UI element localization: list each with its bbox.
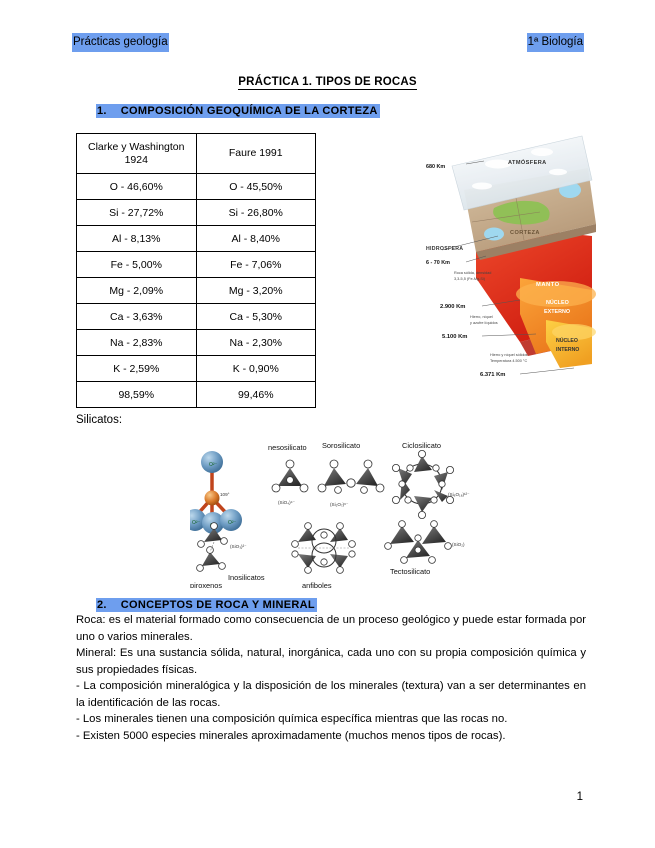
earth-note-inner-2: Temperatura 4.500 °C xyxy=(490,359,527,363)
composition-table: Clarke y Washington 1924 Faure 1991 O - … xyxy=(76,133,316,408)
earth-note-inner-1: Hierro y níquel sólidos xyxy=(490,353,528,357)
earth-note-mantle-2: 3,3-5,5 (Fe-Mg-Si) xyxy=(454,277,486,281)
formula-ciclosilicato: (Si₆O₁₈)¹²⁻ xyxy=(448,492,470,497)
sio4-ball-stick-model: O²⁻ O²⁻ O²⁻ O²⁻ 109° xyxy=(190,451,242,534)
page-number: 1 xyxy=(576,791,583,803)
earth-depth-2900: 2.900 Km xyxy=(440,304,465,310)
table-row: Mg - 2,09% Mg - 3,20% xyxy=(76,277,316,304)
formula-sorosilicato: (Si₂O₇)⁶⁻ xyxy=(330,502,349,507)
header-right-text: 1ª Biología xyxy=(526,33,584,52)
formula-nesosilicato: (SiO₄)⁴⁻ xyxy=(278,500,296,505)
cell-clarke-k: K - 2,59% xyxy=(76,355,197,382)
cell-faure-o: O - 45,50% xyxy=(195,173,316,200)
label-anfiboles: anfiboles xyxy=(302,581,332,588)
earth-label-outer-core-1: NÚCLEO xyxy=(546,299,569,306)
earth-depth-5100: 5.100 Km xyxy=(442,334,467,340)
cell-clarke-total: 98,59% xyxy=(76,381,197,408)
document-header: Prácticas geología 1ª Biología xyxy=(72,33,584,52)
earth-label-crust: CORTEZA xyxy=(510,230,540,236)
column-header-clarke: Clarke y Washington 1924 xyxy=(76,133,197,174)
tetra-o-label-1: O²⁻ xyxy=(209,462,218,468)
tetra-o-label-4: O²⁻ xyxy=(228,520,237,526)
earth-structure-figure: 680 Km 6 - 70 Km 2.900 Km 5.100 Km 6.371… xyxy=(424,128,596,390)
earth-label-outer-core-2: EXTERNO xyxy=(544,309,570,315)
label-ciclosilicato: Ciclosilicato xyxy=(402,441,441,450)
inosilicato-double-chain-structure xyxy=(291,522,356,574)
silicates-figure: O²⁻ O²⁻ O²⁻ O²⁻ 109° (SiO₄)⁴⁻ xyxy=(190,428,490,588)
paragraph-mineral: Mineral: Es una sustancia sólida, natura… xyxy=(76,647,586,676)
section-2-number: 2. xyxy=(97,599,107,611)
cell-clarke-na: Na - 2,83% xyxy=(76,329,197,356)
earth-note-outer-2: y azufre líquidos xyxy=(470,321,498,325)
cell-faure-total: 99,46% xyxy=(195,381,316,408)
page-title: PRÁCTICA 1. TIPOS DE ROCAS xyxy=(0,76,655,90)
cell-faure-si: Si - 26,80% xyxy=(195,199,316,226)
table-row: O - 46,60% O - 45,50% xyxy=(76,173,316,200)
tetra-angle-label: 109° xyxy=(220,492,230,497)
label-tectosilicato: Tectosilicato xyxy=(390,567,430,576)
tetra-o-label-2: O²⁻ xyxy=(192,520,201,526)
earth-depth-6371: 6.371 Km xyxy=(480,372,505,378)
earth-depth-6-70: 6 - 70 Km xyxy=(426,260,450,266)
page-title-text: PRÁCTICA 1. TIPOS DE ROCAS xyxy=(238,76,417,90)
table-row: Na - 2,83% Na - 2,30% xyxy=(76,329,316,356)
cell-clarke-mg: Mg - 2,09% xyxy=(76,277,197,304)
cell-faure-k: K - 0,90% xyxy=(195,355,316,382)
earth-label-inner-core-2: INTERNO xyxy=(556,347,579,353)
cell-faure-fe: Fe - 7,06% xyxy=(195,251,316,278)
earth-note-outer-1: Hierro, níquel xyxy=(470,315,493,319)
earth-note-mantle-1: Roca sólida, densidad xyxy=(454,271,491,275)
cell-clarke-si: Si - 27,72% xyxy=(76,199,197,226)
cell-clarke-fe: Fe - 5,00% xyxy=(76,251,197,278)
cell-faure-mg: Mg - 3,20% xyxy=(195,277,316,304)
body-text-block: Roca: es el material formado como consec… xyxy=(76,612,586,744)
formula-inosilicato-simple: (SiO₃)²⁻ xyxy=(230,544,247,549)
cell-clarke-o: O - 46,60% xyxy=(76,173,197,200)
table-row-total: 98,59% 99,46% xyxy=(76,381,316,408)
label-piroxenos: piroxenos xyxy=(190,581,222,588)
section-2-title: CONCEPTOS DE ROCA Y MINERAL xyxy=(120,599,315,611)
table-row: K - 2,59% K - 0,90% xyxy=(76,355,316,382)
section-heading-1: 1. COMPOSICIÓN GEOQUÍMICA DE LA CORTEZA xyxy=(96,104,380,118)
table-row: Al - 8,13% Al - 8,40% xyxy=(76,225,316,252)
cell-faure-na: Na - 2,30% xyxy=(195,329,316,356)
table-header-row: Clarke y Washington 1924 Faure 1991 xyxy=(76,133,316,174)
inosilicato-chain-structure: (SiO₃)²⁻ xyxy=(196,522,247,572)
earth-label-inner-core-1: NÚCLEO xyxy=(556,337,578,344)
label-sorosilicato: Sorosilicato xyxy=(322,441,360,450)
earth-label-mantle: MANTO xyxy=(536,282,560,288)
formula-tectosilicato: (SiO₂) xyxy=(452,542,465,547)
paragraph-especies: - Existen 5000 especies minerales aproxi… xyxy=(76,729,506,742)
header-left-text: Prácticas geología xyxy=(72,33,169,52)
ciclosilicato-structure: (Si₆O₁₈)¹²⁻ xyxy=(391,449,470,520)
paragraph-composicion: - La composición mineralógica y la dispo… xyxy=(76,680,586,709)
label-nesosilicato: nesosilicato xyxy=(268,443,307,452)
section-1-title: COMPOSICIÓN GEOQUÍMICA DE LA CORTEZA xyxy=(120,105,378,117)
table-row: Fe - 5,00% Fe - 7,06% xyxy=(76,251,316,278)
silicatos-label: Silicatos: xyxy=(76,414,123,426)
cell-clarke-ca: Ca - 3,63% xyxy=(76,303,197,330)
table-row: Ca - 3,63% Ca - 5,30% xyxy=(76,303,316,330)
sorosilicato-structure: (Si₂O₇)⁶⁻ xyxy=(317,459,385,507)
table-row: Si - 27,72% Si - 26,80% xyxy=(76,199,316,226)
column-header-faure: Faure 1991 xyxy=(195,133,316,174)
nesosilicato-structure: (SiO₄)⁴⁻ xyxy=(271,459,309,505)
cell-clarke-al: Al - 8,13% xyxy=(76,225,197,252)
paragraph-roca: Roca: es el material formado como consec… xyxy=(76,614,586,643)
earth-depth-680: 680 Km xyxy=(426,164,445,170)
section-heading-2: 2. CONCEPTOS DE ROCA Y MINERAL xyxy=(96,598,317,612)
label-inosilicatos: Inosilicatos xyxy=(228,573,265,582)
cell-faure-ca: Ca - 5,30% xyxy=(195,303,316,330)
section-1-number: 1. xyxy=(97,105,107,117)
cell-faure-al: Al - 8,40% xyxy=(195,225,316,252)
tectosilicato-structure: (SiO₂) xyxy=(384,520,465,564)
earth-label-hydrosphere: HIDROSFERA xyxy=(426,246,463,252)
paragraph-quimica: - Los minerales tienen una composición q… xyxy=(76,713,508,725)
earth-label-atmosphere: ATMÓSFERA xyxy=(508,158,547,166)
